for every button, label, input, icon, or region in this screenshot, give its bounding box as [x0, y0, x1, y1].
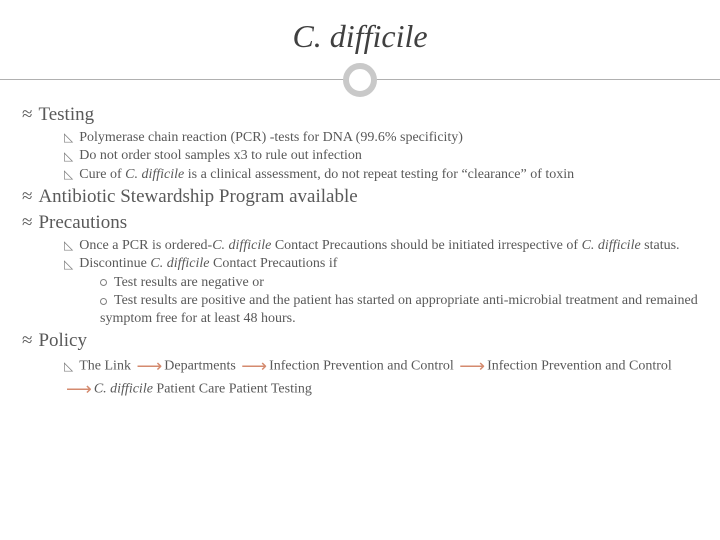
policy-breadcrumb: ◺The Link ⟶Departments ⟶Infection Preven… [64, 355, 698, 400]
t: C. difficile [150, 256, 209, 271]
arrow-icon: ⟶ [66, 379, 92, 399]
heading-text: Testing [38, 104, 94, 125]
t: Once a PCR is ordered- [79, 238, 212, 253]
arrow-icon: ⟶ [459, 356, 485, 376]
bullet-icon: ◺ [64, 257, 73, 272]
arrow-icon: ⟶ [136, 356, 162, 376]
divider-circle-icon [343, 63, 377, 97]
item-text: Polymerase chain reaction (PCR) -tests f… [79, 130, 463, 145]
bullet-icon: ≈ [22, 212, 32, 233]
item-text-italic: C. difficile [125, 167, 184, 182]
crumb: Infection Prevention and Control [487, 358, 672, 373]
testing-item: ◺ Do not order stool samples x3 to rule o… [64, 147, 698, 165]
precautions-item: ◺ Discontinue C. difficile Contact Precau… [64, 255, 698, 273]
crumb: Departments [164, 358, 236, 373]
heading-text: Precautions [38, 212, 127, 233]
t: Contact Precautions should be initiated … [271, 238, 581, 253]
bullet-icon: ≈ [22, 104, 32, 125]
bullet-icon: ≈ [22, 330, 32, 351]
heading-text: Antibiotic Stewardship Program available [38, 186, 357, 207]
heading-testing: ≈ Testing [22, 103, 698, 127]
t: Contact Precautions if [210, 256, 338, 271]
t: C. difficile [212, 238, 271, 253]
bullet-icon: ◺ [64, 130, 73, 145]
item-text-a: Cure of [79, 167, 125, 182]
slide: C. difficile ≈ Testing ◺ Polymerase chain … [0, 0, 720, 540]
testing-item: ◺ Cure of C. difficile is a clinical asse… [64, 166, 698, 184]
testing-item: ◺ Polymerase chain reaction (PCR) -tests … [64, 129, 698, 147]
heading-policy: ≈ Policy [22, 329, 698, 353]
t: Test results are negative or [114, 275, 264, 290]
precautions-item: ◺Once a PCR is ordered-C. difficile Cont… [64, 237, 698, 255]
t: Test results are positive and the patien… [100, 293, 698, 326]
t: status. [641, 238, 680, 253]
arrow-icon: ⟶ [241, 356, 267, 376]
t: C. difficile [582, 238, 641, 253]
title-divider [0, 63, 720, 97]
crumb: The Link [79, 358, 131, 373]
slide-title: C. difficile [0, 0, 720, 63]
heading-text: Policy [38, 330, 87, 351]
bullet-icon: ◺ [64, 238, 73, 253]
content-body: ≈ Testing ◺ Polymerase chain reaction (PCR… [0, 103, 720, 400]
crumb-italic: C. difficile [94, 381, 153, 396]
t: Discontinue [79, 256, 150, 271]
precautions-subitem: Test results are positive and the patien… [100, 292, 698, 327]
bullet-open-circle-icon [100, 279, 107, 286]
precautions-subitem: Test results are negative or [100, 274, 698, 292]
item-text-b: is a clinical assessment, do not repeat … [184, 167, 574, 182]
bullet-icon: ◺ [64, 167, 73, 182]
item-text: Do not order stool samples x3 to rule ou… [79, 148, 362, 163]
bullet-icon: ◺ [64, 359, 73, 374]
crumb: Infection Prevention and Control [269, 358, 454, 373]
heading-precautions: ≈ Precautions [22, 211, 698, 235]
crumb: Patient Care Patient Testing [153, 381, 312, 396]
bullet-open-circle-icon [100, 298, 107, 305]
heading-asp: ≈ Antibiotic Stewardship Program availabl… [22, 185, 698, 209]
bullet-icon: ≈ [22, 186, 32, 207]
bullet-icon: ◺ [64, 149, 73, 164]
